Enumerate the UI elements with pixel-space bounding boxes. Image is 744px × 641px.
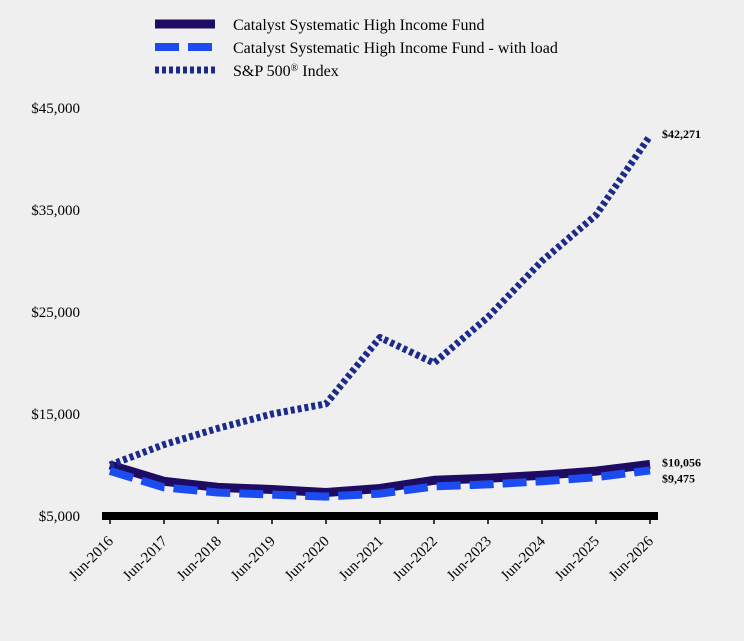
x-tick-label: Jun-2020: [282, 534, 333, 585]
x-tick-label: Jun-2016: [66, 533, 117, 584]
end-labels: $10,056 $9,475 $42,271: [662, 127, 701, 486]
y-tick-label: $25,000: [31, 305, 80, 321]
x-tick-label: Jun-2022: [390, 534, 441, 585]
y-tick-label: $15,000: [31, 407, 80, 423]
series-line-2: [108, 133, 653, 469]
x-tick-label: Jun-2024: [498, 533, 549, 584]
x-axis: Jun-2016 Jun-2017 Jun-2018 Jun-2019 Jun-2020…: [66, 512, 658, 585]
series-layer: [108, 133, 653, 501]
legend: Catalyst Systematic High Income Fund Cata…: [155, 17, 558, 80]
x-tick-label: Jun-2017: [120, 533, 171, 584]
legend-label-1: Catalyst Systematic High Income Fund - w…: [233, 40, 558, 57]
y-tick-label: $45,000: [31, 101, 80, 117]
end-value-label-0: $10,056: [662, 455, 701, 469]
x-tick-label: Jun-2021: [336, 534, 387, 585]
x-tick-label: Jun-2018: [174, 534, 225, 585]
y-tick-label: $5,000: [39, 509, 80, 525]
legend-label-0: Catalyst Systematic High Income Fund: [233, 17, 485, 34]
x-tick-label: Jun-2019: [228, 534, 279, 585]
end-value-label-1: $9,475: [662, 471, 695, 485]
y-axis: $5,000 $15,000 $25,000 $35,000 $45,000: [31, 101, 80, 525]
legend-label-2: S&P 500® Index: [233, 63, 339, 81]
end-value-label-2: $42,271: [662, 127, 701, 141]
series-line-1: [108, 466, 651, 501]
x-tick-label: Jun-2023: [444, 534, 495, 585]
series-line-0: [108, 459, 651, 497]
x-tick-label: Jun-2025: [552, 534, 603, 585]
x-tick-label: Jun-2026: [606, 533, 657, 584]
y-tick-label: $35,000: [31, 203, 80, 219]
